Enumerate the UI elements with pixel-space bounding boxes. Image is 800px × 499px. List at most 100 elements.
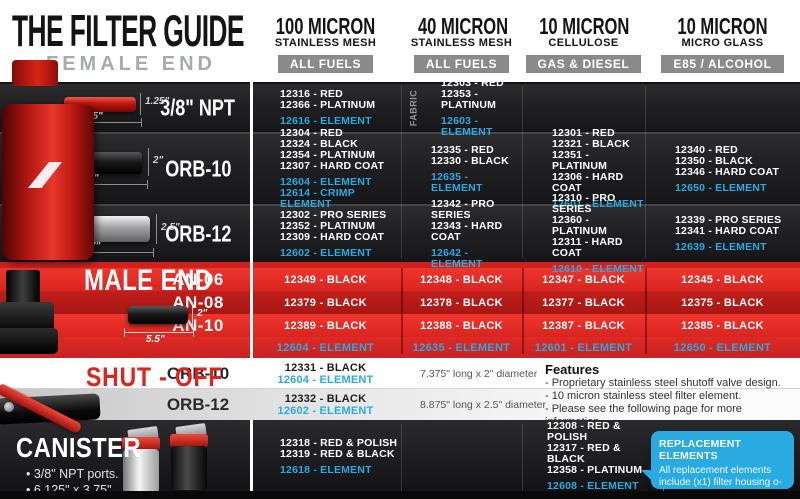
element-number: 12635 - ELEMENT: [431, 170, 483, 194]
element-number: 12608 - ELEMENT: [547, 480, 639, 492]
part-number: 12301 - RED: [552, 127, 615, 139]
element-number: 12635 - ELEMENT: [412, 341, 511, 354]
parts-cell: 12339 - PRO SERIES 12341 - HARD COAT 1263…: [645, 206, 800, 262]
part-number: 12353 - PLATINUM: [441, 88, 497, 111]
part-number: 12331 - BLACK: [284, 361, 367, 374]
canister-polish-image: [122, 425, 162, 494]
row-label-orb10: ORB-10: [166, 363, 230, 383]
size-note: 7.375" long x 2" diameter: [420, 367, 538, 380]
dimension-line: [156, 214, 157, 244]
shut-off-section: SHUT - OFF ORB-10 12331 - BLACK 12604 - …: [0, 358, 800, 435]
element-row: 12604 - ELEMENT 12635 - ELEMENT 12601 - …: [0, 337, 800, 358]
row-label-orb12: ORB-12: [166, 394, 230, 414]
part-number: 12321 - BLACK: [552, 138, 630, 150]
fabric-note: FABRIC: [408, 89, 418, 127]
part-number: 12378 - BLACK: [420, 296, 503, 309]
table-row: AN-10 12389 - BLACK 12388 - BLACK 12387 …: [0, 314, 800, 337]
part-number: 12304 - RED: [280, 127, 343, 139]
parts-cell: 12310 - PRO SERIES 12360 - PLATINUM 12311 …: [522, 193, 645, 275]
part-number: 12335 - RED: [431, 143, 494, 156]
column-divider: [522, 424, 523, 495]
row-divider: [0, 204, 800, 206]
parts-cell: 12304 - RED 12324 - BLACK 12354 - PLATINUM…: [250, 128, 401, 210]
table-row-shade: [0, 389, 800, 420]
row-label-npt: 3/8" NPT: [160, 94, 236, 121]
column-micron: 10 MICRON: [539, 13, 630, 39]
part-number: 12346 - HARD COAT: [675, 165, 780, 178]
part-number: 12324 - BLACK: [280, 138, 358, 150]
part-number: 12348 - BLACK: [420, 273, 503, 286]
parts-cell: 12340 - RED 12350 - BLACK 12346 - HARD COA…: [645, 134, 800, 204]
part-number: 12351 - PLATINUM: [552, 149, 608, 172]
dimension-line: [192, 302, 193, 326]
part-number: 12306 - HARD COAT: [552, 171, 624, 194]
part-number: 12345 - BLACK: [681, 273, 764, 286]
column-header-40-micron: 40 MICRON STAINLESS MESH ALL FUELS: [401, 15, 522, 73]
part-number: 12354 - PLATINUM: [280, 149, 376, 161]
parts-cell: 12342 - PRO SERIES 12343 - HARD COAT 1264…: [401, 198, 522, 269]
parts-cell-empty: [522, 84, 645, 132]
element-number: 12604 - ELEMENT: [276, 341, 375, 354]
part-number: 12366 - PLATINUM: [280, 99, 376, 111]
element-number: 12603 - ELEMENT: [441, 115, 493, 138]
page-title: THE FILTER GUIDE: [12, 6, 245, 56]
replacement-elements-callout: REPLACEMENT ELEMENTS All replacement ele…: [641, 431, 794, 499]
features-block: Features - Proprietary stainless steel s…: [545, 363, 795, 429]
features-title: Features: [545, 362, 600, 377]
fuel-badge: ALL FUELS: [277, 55, 374, 73]
column-micron: 10 MICRON: [677, 13, 768, 39]
row-label-orb10: ORB-10: [164, 155, 232, 182]
table-row: AN-08 12379 - BLACK 12378 - BLACK 12377 …: [0, 291, 800, 314]
feature-item: - Please see the following page for more…: [545, 403, 742, 428]
part-number: 12350 - BLACK: [675, 154, 753, 167]
spec-bullet: • 3/8" NPT ports.: [26, 467, 119, 481]
element-number: 12604 - ELEMENT: [280, 176, 372, 188]
dimension-line: [140, 93, 141, 115]
an-filter-image: [128, 306, 188, 324]
parts-cell: 12302 - PRO SERIES 12352 - PLATINUM 12309 …: [250, 206, 401, 262]
element-number: 12614 - CRIMP ELEMENT: [280, 187, 355, 210]
callout-tail: [641, 470, 654, 483]
part-number: 12310 - PRO SERIES: [552, 192, 616, 215]
element-number: 12604 - ELEMENT: [277, 373, 374, 386]
column-material: CELLULOSE: [548, 37, 619, 49]
row-divider: [0, 388, 800, 389]
column-divider: [522, 86, 523, 258]
element-number: 12601 - ELEMENT: [534, 341, 633, 354]
element-number: 12602 - ELEMENT: [280, 246, 372, 259]
dimension-label: 2": [153, 155, 164, 166]
page-bottom-bar: [0, 491, 800, 499]
feature-item: - 10 micron stainless steel filter eleme…: [545, 390, 742, 402]
column-header-100-micron: 100 MICRON STAINLESS MESH ALL FUELS: [250, 15, 401, 73]
parts-cell: 12332 - BLACK 12602 - ELEMENT: [250, 389, 401, 420]
label-column-divider: [250, 262, 253, 358]
row-label-an06: AN-06: [172, 269, 224, 289]
part-number: 12332 - BLACK: [284, 392, 367, 405]
part-number: 12342 - PRO SERIES: [431, 197, 495, 221]
dimension-label: 5.5": [146, 334, 165, 345]
parts-cell: 12335 - RED 12330 - BLACK 12635 - ELEMENT: [401, 134, 522, 204]
section-label-male-end: MALE END: [84, 264, 213, 297]
part-number: 12341 - HARD COAT: [675, 225, 780, 237]
part-number: 12375 - BLACK: [681, 296, 764, 309]
parts-cell-empty: [645, 84, 800, 132]
dimension-label: 7": [90, 241, 101, 252]
parts-cell: 12318 - RED & POLISH 12319 - RED & BLACK …: [250, 420, 401, 493]
part-number: 12358 - PLATINUM: [547, 464, 643, 476]
part-number: 12379 - BLACK: [284, 296, 367, 309]
table-row: 2.5" 7" ORB-12 12302 - PRO SERIES 12352 -…: [0, 193, 800, 275]
section-label-shut-off: SHUT - OFF: [86, 362, 224, 392]
part-number: 12387 - BLACK: [542, 319, 625, 332]
parts-cell: 12331 - BLACK 12604 - ELEMENT: [250, 358, 401, 389]
part-number: 12307 - HARD COAT: [280, 160, 385, 172]
part-number: 12319 - RED & BLACK: [280, 447, 395, 460]
column-divider: [401, 268, 403, 354]
part-number: 12303 - RED: [441, 77, 504, 89]
part-number: 12330 - BLACK: [431, 154, 509, 167]
dimension-line: [124, 328, 194, 337]
red-canister-neck-image: [12, 60, 58, 86]
fuel-badge: E85 / ALCOHOL: [661, 55, 784, 73]
